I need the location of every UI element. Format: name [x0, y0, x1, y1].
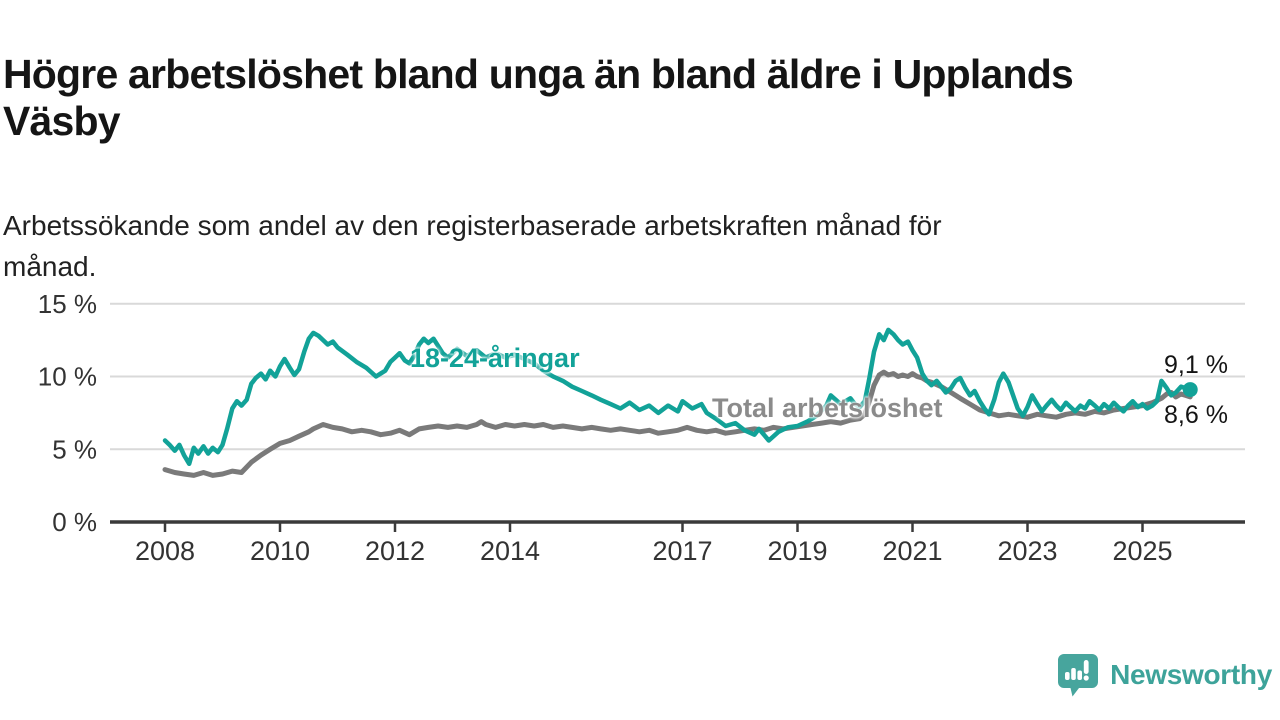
series-end-dot	[1182, 382, 1198, 398]
speech-bubble-bar-chart-icon	[1058, 654, 1099, 697]
x-tick-label: 2025	[1112, 536, 1172, 566]
series-line-18-24	[162, 327, 1193, 467]
x-tick-label: 2014	[480, 536, 540, 566]
y-tick-label: 15 %	[38, 289, 97, 319]
series-label-total: Total arbetslöshet	[712, 393, 943, 423]
chart-subtitle: Arbetssökande som andel av den registerb…	[3, 210, 942, 282]
page-title: Högre arbetslöshet bland unga än bland ä…	[3, 51, 1074, 144]
x-tick-label: 2017	[652, 536, 712, 566]
series-line-total	[162, 369, 1193, 478]
brand-name: Newsworthy	[1110, 659, 1272, 690]
x-tick-label: 2019	[767, 536, 827, 566]
newsworthy-logo: Newsworthy	[1056, 652, 1272, 698]
x-tick-label: 2021	[882, 536, 942, 566]
end-value-label-18-24: 9,1 %	[1164, 351, 1228, 379]
y-tick-label: 10 %	[38, 362, 97, 392]
x-tick-label: 2012	[365, 536, 425, 566]
end-value-label-total: 8,6 %	[1164, 401, 1228, 429]
y-tick-label: 5 %	[52, 434, 97, 464]
x-tick-label: 2023	[997, 536, 1057, 566]
x-tick-label: 2008	[135, 536, 195, 566]
y-tick-label: 0 %	[52, 507, 97, 537]
x-tick-label: 2010	[250, 536, 310, 566]
series-label-18-24: 18-24-åringar	[410, 343, 580, 373]
